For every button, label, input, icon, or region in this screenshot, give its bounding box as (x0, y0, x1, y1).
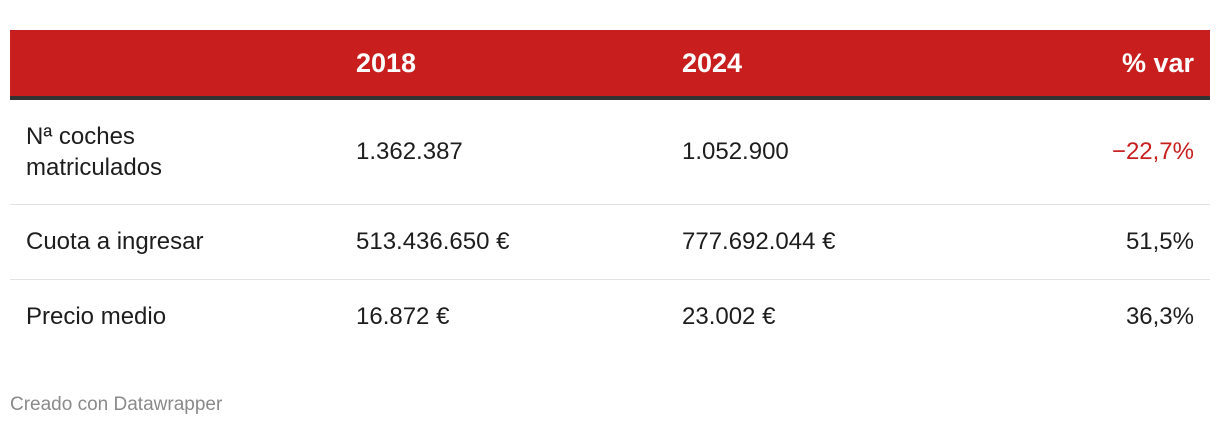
table-row: Nª coches matriculados 1.362.387 1.052.9… (10, 98, 1210, 205)
value-2018-cell: 16.872 € (356, 302, 450, 330)
value-2018-cell: 513.436.650 € (340, 204, 666, 280)
table-row: Precio medio 16.872 € 23.002 € 36,3% (10, 279, 1210, 353)
row-label-cell: Nª coches matriculados (10, 98, 340, 205)
row-label-line: Nª coches (26, 122, 135, 150)
data-table: 2018 2024 % var Nª coches matriculados 1… (10, 30, 1210, 353)
table-body: Nª coches matriculados 1.362.387 1.052.9… (10, 98, 1210, 353)
table-row: Cuota a ingresar 513.436.650 € 777.692.0… (10, 204, 1210, 280)
row-label-cell: Precio medio (26, 302, 167, 330)
value-2018-cell: 1.362.387 (340, 98, 666, 205)
header-cell-var: % var (992, 30, 1210, 100)
row-label-line: matriculados (26, 153, 163, 181)
value-2024-cell: 23.002 € (682, 302, 776, 330)
header-cell-2018: 2018 (340, 30, 666, 100)
header-row: 2018 2024 % var (10, 30, 1210, 100)
footer-credit: Creado con Datawrapper (10, 394, 223, 415)
value-2024-cell: 1.052.900 (666, 98, 992, 205)
variation-cell: −22,7% (992, 98, 1210, 205)
header-cell-2024: 2024 (666, 30, 992, 100)
header-cell-label (10, 30, 340, 100)
table-header: 2018 2024 % var (10, 30, 1210, 100)
variation-cell: 36,3% (1125, 302, 1194, 330)
row-label-cell: Cuota a ingresar (10, 204, 340, 280)
variation-cell: 51,5% (992, 204, 1210, 280)
value-2024-cell: 777.692.044 € (666, 204, 992, 280)
data-table-container: 2018 2024 % var Nª coches matriculados 1… (10, 30, 1210, 353)
